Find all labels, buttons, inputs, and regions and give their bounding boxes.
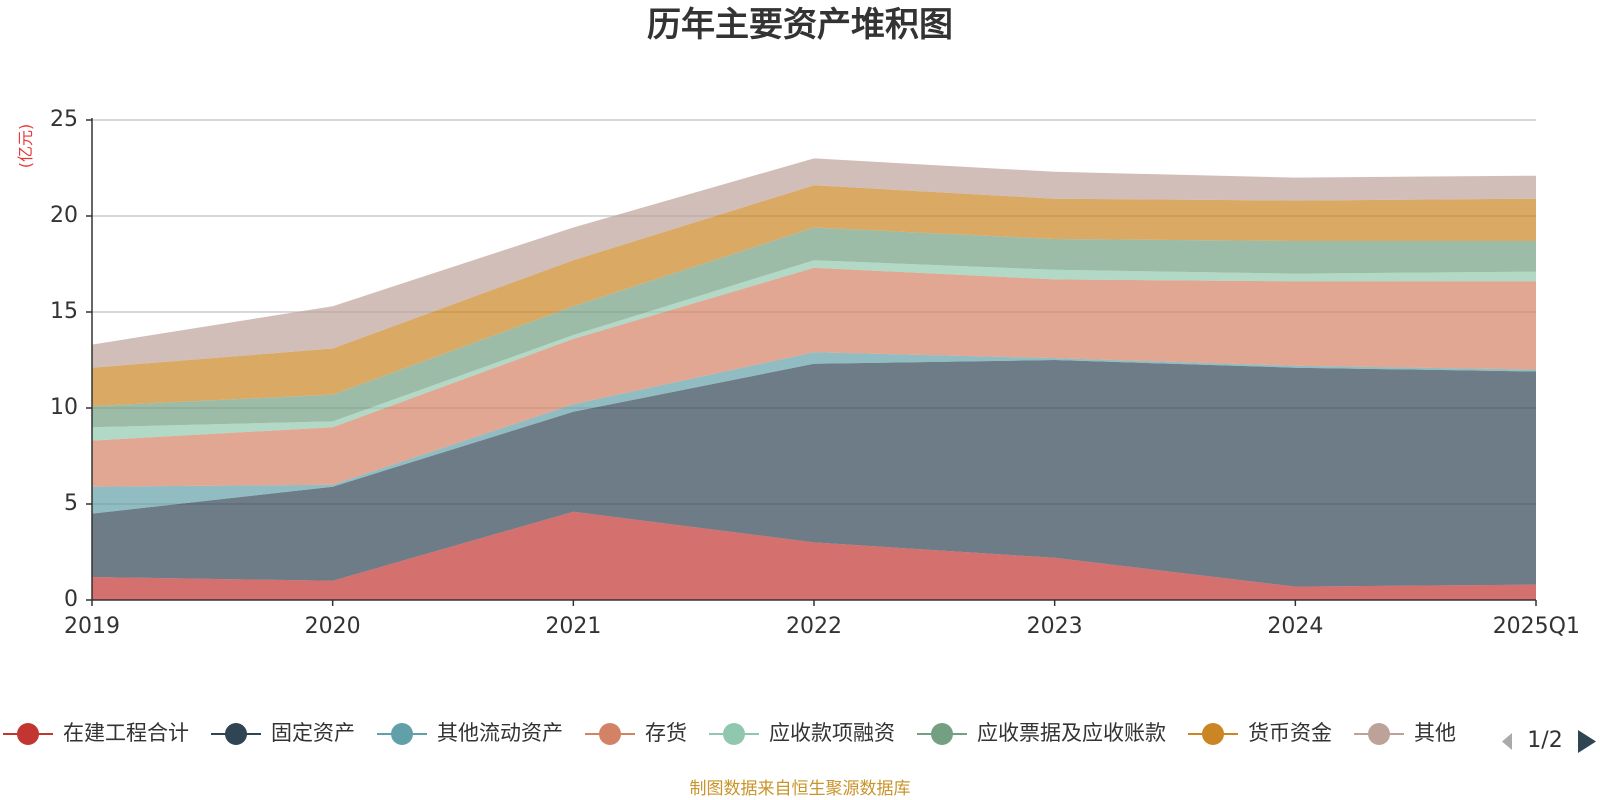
legend-label: 货币资金 bbox=[1248, 721, 1332, 745]
y-tick-label: 5 bbox=[64, 491, 78, 516]
area-series-8 bbox=[92, 158, 1536, 368]
legend-label: 其他 bbox=[1414, 721, 1456, 745]
legend-label: 存货 bbox=[645, 721, 687, 745]
legend-circle-icon bbox=[391, 723, 413, 745]
legend-label: 在建工程合计 bbox=[63, 721, 189, 745]
legend-item[interactable]: 其他流动资产 bbox=[377, 721, 563, 745]
legend-item[interactable]: 应收票据及应收账款 bbox=[917, 721, 1166, 745]
x-tick-label: 2020 bbox=[305, 614, 361, 639]
area-series-1 bbox=[92, 511, 1536, 600]
axes: 0 5 10 15 20 25 2019 2020 2021 2022 2023 2024 2025Q1 bbox=[50, 107, 1580, 639]
legend-page-indicator: 1/2 bbox=[1527, 728, 1562, 753]
area-series bbox=[92, 158, 1536, 600]
source-footer: 制图数据来自恒生聚源数据库 bbox=[690, 779, 911, 799]
legend-item[interactable]: 固定资产 bbox=[211, 721, 355, 745]
legend-item[interactable]: 应收款项融资 bbox=[709, 721, 895, 745]
x-tick-label: 2023 bbox=[1027, 614, 1083, 639]
legend-item[interactable]: 其他 bbox=[1354, 721, 1456, 745]
area-series-5 bbox=[92, 260, 1536, 441]
legend-item[interactable]: 在建工程合计 bbox=[3, 721, 189, 745]
legend-next-page-icon[interactable] bbox=[1578, 730, 1596, 753]
legend-circle-icon bbox=[599, 723, 621, 745]
area-series-2 bbox=[92, 360, 1536, 587]
y-tick-label: 15 bbox=[50, 299, 78, 324]
legend-circle-icon bbox=[1368, 723, 1390, 745]
legend-circle-icon bbox=[723, 723, 745, 745]
area-series-3 bbox=[92, 352, 1536, 514]
x-tick-label: 2021 bbox=[545, 614, 601, 639]
y-tick-label: 25 bbox=[50, 107, 78, 132]
legend-label: 其他流动资产 bbox=[437, 721, 563, 745]
y-tick-label: 10 bbox=[50, 395, 78, 420]
chart-title: 历年主要资产堆积图 bbox=[647, 5, 953, 45]
area-series-4 bbox=[92, 267, 1536, 487]
x-tick-label: 2024 bbox=[1267, 614, 1323, 639]
y-tick-label: 20 bbox=[50, 203, 78, 228]
x-tick-label: 2022 bbox=[786, 614, 842, 639]
y-tick-label: 0 bbox=[64, 587, 78, 612]
legend-item[interactable]: 货币资金 bbox=[1188, 721, 1332, 745]
x-tick-label: 2019 bbox=[64, 614, 120, 639]
area-series-7 bbox=[92, 185, 1536, 407]
legend-prev-page-icon[interactable] bbox=[1502, 733, 1512, 750]
legend-circle-icon bbox=[1202, 723, 1224, 745]
y-axis-label: (亿元) bbox=[16, 124, 35, 169]
legend-circle-icon bbox=[225, 723, 247, 745]
legend-label: 应收票据及应收账款 bbox=[977, 721, 1166, 745]
x-tick-label: 2025Q1 bbox=[1493, 614, 1580, 639]
legend-circle-icon bbox=[931, 723, 953, 745]
legend-item[interactable]: 存货 bbox=[585, 721, 687, 745]
legend-label: 固定资产 bbox=[271, 721, 355, 745]
legend: 在建工程合计 固定资产 其他流动资产 存货 应收款项融资 应收票据及应收账款 货币资金 其他 bbox=[3, 721, 1456, 745]
legend-label: 应收款项融资 bbox=[769, 721, 895, 745]
legend-circle-icon bbox=[17, 723, 39, 745]
area-series-6 bbox=[92, 227, 1536, 428]
legend-pager: 1/2 bbox=[1502, 728, 1596, 753]
